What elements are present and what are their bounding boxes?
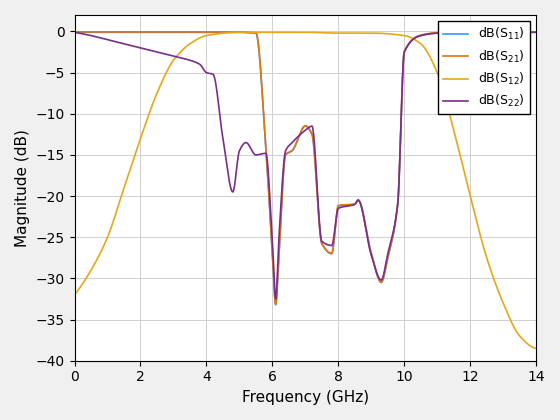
dB(S$_{21}$) (124, 29, 130, 34)
dB(S$_{12}$) (71, 292, 78, 297)
dB(S$_{22}$) (248, 147, 255, 152)
dB(S$_{11}$) (268, 238, 275, 243)
dB(S$_{12}$) (236, 30, 243, 35)
dB(S$_{11}$) (124, 30, 130, 35)
dB(S$_{21}$) (524, 29, 531, 34)
dB(S$_{22}$) (272, 297, 279, 302)
dB(S$_{12}$) (533, 346, 539, 351)
dB(S$_{12}$) (524, 341, 531, 346)
dB(S$_{22}$) (533, 30, 539, 35)
dB(S$_{22}$) (124, 42, 130, 47)
dB(S$_{12}$) (124, 176, 130, 181)
dB(S$_{11}$) (248, 30, 255, 35)
dB(S$_{11}$) (533, 30, 539, 35)
dB(S$_{11}$) (474, 30, 481, 35)
dB(S$_{22}$) (151, 49, 158, 54)
Line: dB(S$_{11}$): dB(S$_{11}$) (74, 32, 536, 305)
X-axis label: Frequency (GHz): Frequency (GHz) (242, 390, 369, 405)
dB(S$_{12}$) (248, 30, 255, 35)
dB(S$_{22}$) (524, 30, 531, 35)
dB(S$_{21}$) (151, 29, 158, 34)
dB(S$_{11}$) (71, 30, 78, 35)
Line: dB(S$_{12}$): dB(S$_{12}$) (74, 32, 536, 348)
dB(S$_{21}$) (533, 29, 539, 34)
Line: dB(S$_{22}$): dB(S$_{22}$) (74, 32, 536, 299)
dB(S$_{22}$) (474, 30, 481, 35)
Y-axis label: Magnitude (dB): Magnitude (dB) (15, 129, 30, 247)
dB(S$_{12}$) (474, 222, 481, 227)
dB(S$_{11}$) (272, 302, 279, 307)
dB(S$_{21}$) (272, 302, 279, 307)
dB(S$_{22}$) (71, 30, 78, 35)
dB(S$_{11}$) (524, 30, 531, 35)
dB(S$_{21}$) (268, 238, 275, 243)
dB(S$_{22}$) (268, 226, 275, 231)
dB(S$_{21}$) (248, 30, 255, 35)
dB(S$_{21}$) (71, 29, 78, 34)
dB(S$_{12}$) (151, 97, 158, 102)
dB(S$_{21}$) (474, 29, 481, 34)
Legend: dB(S$_{11}$), dB(S$_{21}$), dB(S$_{12}$), dB(S$_{22}$): dB(S$_{11}$), dB(S$_{21}$), dB(S$_{12}$)… (438, 21, 530, 114)
dB(S$_{12}$) (268, 30, 275, 35)
Line: dB(S$_{21}$): dB(S$_{21}$) (74, 32, 536, 304)
dB(S$_{11}$) (151, 30, 158, 35)
